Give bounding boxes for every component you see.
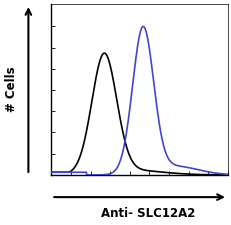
Text: Anti- SLC12A2: Anti- SLC12A2 [101, 207, 195, 220]
Text: # Cells: # Cells [5, 67, 18, 112]
